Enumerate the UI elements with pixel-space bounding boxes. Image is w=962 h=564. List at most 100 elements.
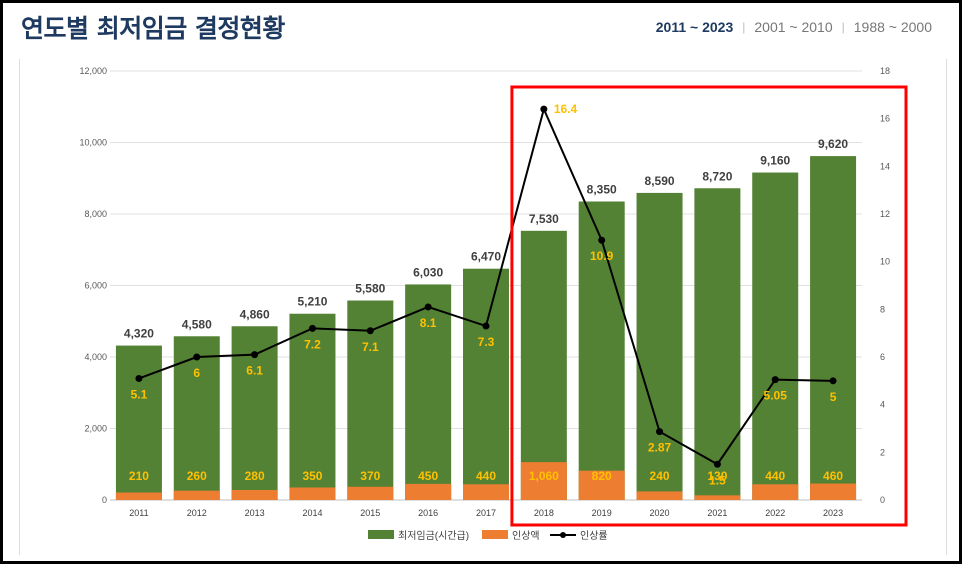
rate-point	[829, 377, 837, 385]
y-right-tick-label: 10	[880, 257, 890, 267]
wage-bar	[520, 230, 567, 501]
wage-bar	[578, 201, 625, 501]
wage-data-label: 5,210	[297, 295, 327, 309]
y-right-tick-label: 16	[880, 114, 890, 124]
legend-label-increase: 인상액	[512, 530, 540, 542]
increase-data-label: 370	[360, 469, 380, 483]
highlight-box	[510, 85, 908, 527]
rate-point	[424, 303, 432, 311]
wage-data-label: 8,350	[587, 182, 617, 196]
y-left-tick-label: 8,000	[84, 209, 107, 219]
x-tick-label: 2012	[187, 508, 207, 518]
wage-data-label: 4,580	[182, 317, 212, 331]
wage-bar	[115, 345, 162, 500]
increase-bar	[578, 470, 625, 500]
x-tick-label: 2019	[592, 508, 612, 518]
increase-bar	[810, 483, 857, 500]
increase-data-label: 1,060	[529, 469, 559, 483]
wage-bar	[694, 188, 741, 500]
page-title: 연도별 최저임금 결정현황	[21, 14, 285, 43]
wage-data-label: 9,620	[818, 137, 848, 151]
y-left-tick-label: 12,000	[79, 66, 107, 76]
y-right-tick-label: 18	[880, 66, 890, 76]
y-right-tick-label: 8	[880, 304, 885, 314]
rate-point	[598, 236, 606, 244]
increase-data-label: 440	[476, 469, 496, 483]
x-tick-label: 2016	[418, 508, 438, 518]
increase-bar	[752, 484, 799, 500]
rate-point	[193, 353, 201, 361]
rate-data-label: 7.3	[478, 335, 495, 349]
wage-bar	[463, 268, 509, 500]
y-left-tick-label: 6,000	[84, 281, 107, 291]
y-right-tick-label: 4	[880, 400, 885, 410]
increase-data-label: 280	[245, 469, 265, 483]
y-right-tick-label: 14	[880, 161, 890, 171]
rate-data-label: 10.9	[590, 249, 614, 263]
y-left-tick-label: 10,000	[79, 138, 107, 148]
rate-data-label: 7.2	[304, 337, 321, 351]
wage-data-label: 5,580	[355, 282, 385, 296]
rate-data-label: 7.1	[362, 340, 379, 354]
increase-bar	[636, 491, 683, 500]
tab-separator: |	[841, 20, 845, 34]
y-left-tick-label: 2,000	[84, 424, 107, 434]
rate-data-label: 2.87	[648, 441, 672, 455]
x-tick-label: 2017	[476, 508, 496, 518]
increase-bar	[520, 462, 567, 500]
rate-point	[482, 322, 490, 330]
rate-point	[540, 105, 548, 113]
tab-separator: |	[742, 20, 746, 34]
wage-bar	[405, 284, 452, 500]
rate-point	[251, 351, 259, 359]
legend-label-rate: 인상률	[580, 530, 608, 542]
rate-data-label: 5.05	[764, 389, 788, 403]
rate-data-label: 8.1	[420, 316, 437, 330]
y-right-tick-label: 2	[880, 447, 885, 457]
increase-bar	[115, 492, 162, 500]
rate-data-label: 6	[193, 366, 200, 380]
tab-2011-2023[interactable]: 2011 ~ 2023	[655, 19, 734, 35]
x-tick-label: 2014	[302, 508, 322, 518]
x-tick-label: 2011	[129, 508, 148, 518]
tab-2001-2010[interactable]: 2001 ~ 2010	[754, 19, 833, 35]
legend-swatch-wage	[368, 530, 394, 539]
increase-data-label: 130	[707, 469, 727, 483]
increase-bar	[694, 495, 741, 500]
increase-data-label: 210	[129, 469, 149, 483]
increase-bar	[463, 484, 509, 500]
wage-bar	[289, 313, 336, 500]
y-right-tick-label: 12	[880, 209, 890, 219]
increase-bar	[231, 489, 278, 500]
rate-data-label: 6.1	[246, 364, 263, 378]
legend-swatch-increase	[482, 530, 508, 539]
y-right-tick-label: 6	[880, 352, 885, 362]
wage-data-label: 8,590	[645, 174, 675, 188]
rate-point	[135, 374, 143, 382]
rate-data-label: 16.4	[554, 102, 578, 116]
rate-point	[366, 327, 374, 335]
increase-data-label: 450	[418, 469, 438, 483]
increase-bar	[347, 486, 394, 500]
increase-data-label: 440	[765, 469, 785, 483]
increase-bar	[405, 483, 452, 500]
tab-1988-2000[interactable]: 1988 ~ 2000	[853, 19, 932, 35]
wage-data-label: 6,470	[471, 250, 501, 264]
increase-data-label: 820	[592, 469, 612, 483]
wage-data-label: 8,720	[702, 169, 732, 183]
wage-bar	[810, 156, 857, 500]
period-tabs: 2011 ~ 2023 | 2001 ~ 2010 | 1988 ~ 2000	[647, 19, 941, 35]
rate-data-label: 5.1	[131, 387, 148, 401]
x-tick-label: 2018	[534, 508, 554, 518]
increase-data-label: 240	[650, 469, 670, 483]
wage-data-label: 4,860	[240, 307, 270, 321]
x-tick-label: 2013	[245, 508, 265, 518]
wage-bar	[752, 172, 799, 500]
x-tick-label: 2022	[765, 508, 785, 518]
wage-data-label: 9,160	[760, 154, 790, 168]
minimum-wage-chart: 0 2,000 4,000 6,000 8,000 10,000 12,000 0 2 4 6 8 10…	[79, 66, 908, 542]
chart-panel: 0 2,000 4,000 6,000 8,000 10,000 12,000 0 2 4 6 8 10…	[19, 59, 947, 555]
increase-bar	[289, 487, 336, 500]
x-tick-label: 2023	[823, 508, 843, 518]
